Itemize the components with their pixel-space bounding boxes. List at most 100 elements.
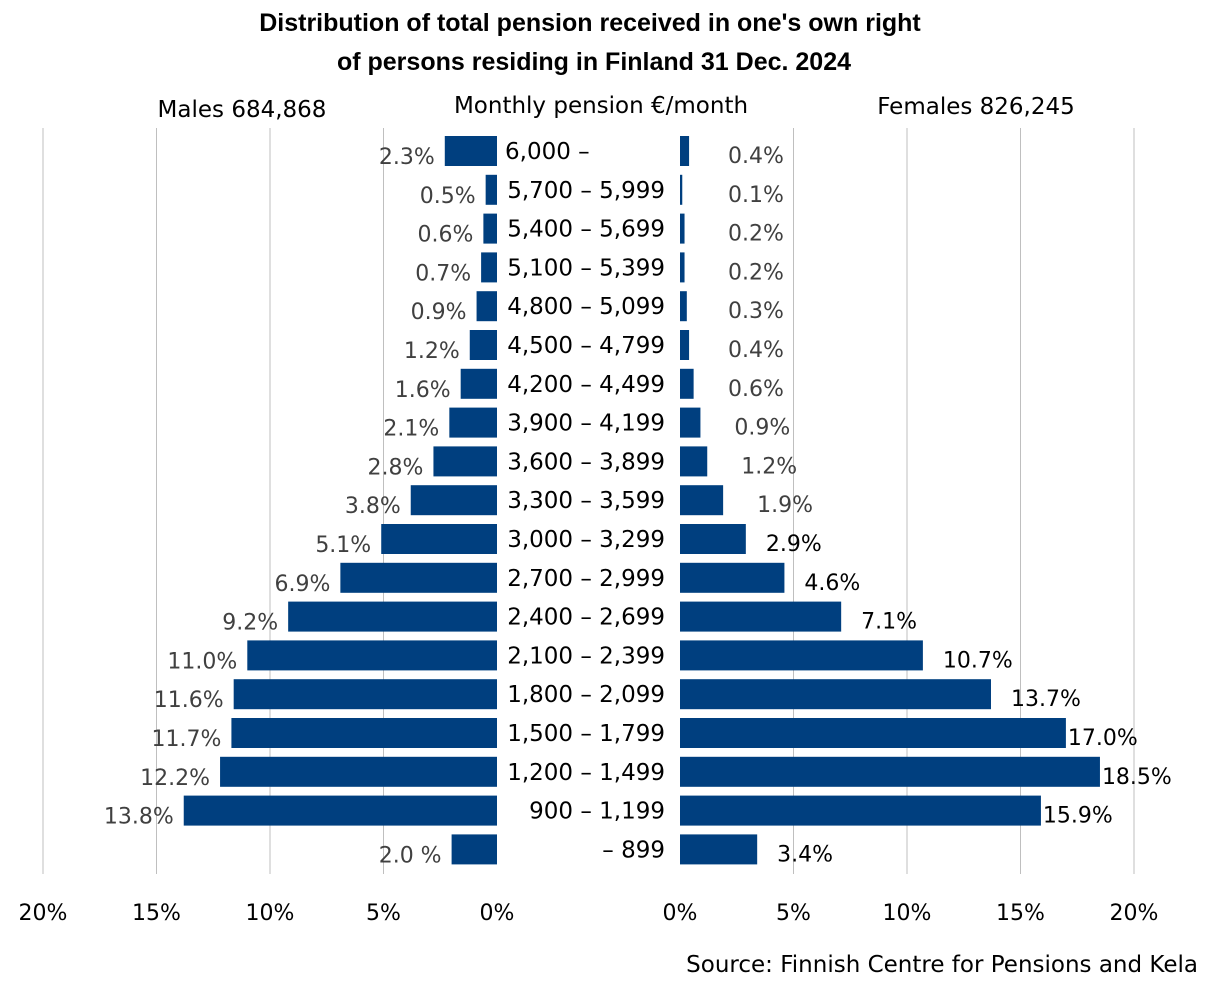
males-series-label: Males 684,868 (158, 97, 327, 123)
female-value-label: 2.9% (766, 532, 822, 557)
female-value-label: 13.7% (1011, 687, 1081, 712)
right-tick-label: 10% (883, 901, 932, 926)
male-value-label: 2.8% (368, 455, 424, 480)
female-bar (680, 834, 758, 865)
male-value-label: 6.9% (274, 572, 330, 597)
female-value-label: 0.4% (728, 144, 784, 169)
female-bar (680, 485, 724, 516)
female-bar (680, 562, 785, 593)
female-bar (680, 718, 1066, 748)
chart-title-line-1: Distribution of total pension received i… (259, 9, 921, 37)
male-bar (444, 136, 497, 166)
left-tick-label: 20% (19, 901, 68, 926)
category-labels: 6,000 – 5,700 – 5,999 5,400 – 5,699 5,100 –… (505, 139, 665, 863)
male-bar (231, 718, 497, 748)
female-value-label: 10.7% (943, 648, 1013, 673)
left-tick-label: 15% (132, 901, 181, 926)
female-bar (680, 174, 683, 205)
category-axis-header: Monthly pension €/month (454, 93, 748, 119)
male-bar (233, 679, 497, 710)
chart-title: Distribution of total pension received i… (259, 9, 921, 76)
females-series-label: Females 826,245 (877, 94, 1075, 120)
category-label: 2,400 – 2,699 (507, 605, 665, 631)
category-label: 3,900 – 4,199 (507, 411, 665, 437)
male-value-label: 1.6% (395, 378, 451, 403)
female-value-label: 0.2% (728, 260, 784, 285)
female-value-label: 0.3% (728, 299, 784, 324)
category-label: 2,700 – 2,999 (507, 566, 665, 592)
male-value-label: 11.0% (167, 649, 237, 674)
category-label: 1,500 – 1,799 (507, 721, 665, 747)
left-tick-label: 10% (246, 901, 295, 926)
male-bar (220, 756, 497, 787)
female-bar (680, 407, 701, 438)
category-label: 1,200 – 1,499 (507, 760, 665, 786)
right-tick-label: 5% (776, 901, 811, 926)
male-bar (247, 640, 497, 671)
male-value-label: 2.3% (379, 145, 435, 170)
category-label: 900 – 1,199 (529, 799, 665, 825)
female-value-label: 0.6% (728, 377, 784, 402)
x-axis-tick-labels: 20% 15% 10% 5% 0% 0% 5% 10% 15% 20% (19, 901, 1159, 926)
right-tick-label: 15% (996, 901, 1045, 926)
male-value-label: 1.2% (404, 339, 460, 364)
female-bar (680, 679, 991, 710)
male-value-label: 11.6% (154, 688, 224, 713)
category-label: 5,400 – 5,699 (507, 217, 665, 243)
female-value-label: 18.5% (1102, 765, 1172, 790)
male-value-label: 3.8% (345, 494, 401, 519)
female-value-label: 0.1% (728, 183, 784, 208)
female-value-label: 1.9% (757, 493, 813, 518)
male-bar (449, 407, 497, 438)
male-value-label: 12.2% (140, 766, 210, 791)
male-bar (340, 562, 497, 593)
male-bar (485, 174, 497, 205)
female-value-label: 7.1% (861, 610, 917, 635)
female-value-label: 17.0% (1068, 726, 1138, 751)
male-value-label: 13.8% (104, 805, 174, 830)
right-tick-label: 20% (1110, 901, 1159, 926)
male-bar (451, 834, 497, 865)
female-value-label: 15.9% (1043, 804, 1113, 829)
female-value-label: 4.6% (804, 571, 860, 596)
female-bar (680, 756, 1100, 787)
right-tick-label: 0% (663, 901, 698, 926)
female-value-label: 1.2% (741, 454, 797, 479)
left-tick-label: 0% (480, 901, 515, 926)
category-label: 4,500 – 4,799 (507, 333, 665, 359)
male-value-label: 0.9% (411, 300, 467, 325)
chart-title-line-2: of persons residing in Finland 31 Dec. 2… (337, 48, 851, 76)
male-value-label: 2.0 % (379, 843, 442, 868)
category-label: 6,000 – (505, 139, 590, 165)
female-bar (680, 252, 685, 283)
female-bar (680, 213, 685, 244)
female-bar (680, 368, 694, 399)
female-bar (680, 136, 690, 166)
male-value-label: 0.5% (420, 184, 476, 209)
female-bar (680, 330, 690, 360)
male-value-label: 2.1% (383, 417, 439, 442)
category-label: 3,300 – 3,599 (507, 488, 665, 514)
male-value-label: 5.1% (315, 533, 371, 558)
category-label: 5,100 – 5,399 (507, 255, 665, 281)
source-note: Source: Finnish Centre for Pensions and … (686, 952, 1198, 978)
female-value-label: 0.9% (734, 416, 790, 441)
male-bar (288, 601, 497, 632)
female-value-label: 0.4% (728, 338, 784, 363)
male-bar (476, 291, 497, 322)
male-bar (381, 524, 497, 554)
category-label: 2,100 – 2,399 (507, 643, 665, 669)
female-value-label: 3.4% (777, 842, 833, 867)
bars (183, 136, 1100, 865)
female-value-label: 0.2% (728, 222, 784, 247)
left-tick-label: 5% (366, 901, 401, 926)
category-label: 5,700 – 5,999 (507, 178, 665, 204)
category-label: 4,200 – 4,499 (507, 372, 665, 398)
female-bar (680, 795, 1041, 826)
female-bar (680, 291, 687, 322)
male-bar (469, 330, 497, 360)
category-label: 3,000 – 3,299 (507, 527, 665, 553)
male-value-label: 11.7% (152, 727, 222, 752)
female-bar (680, 524, 746, 554)
